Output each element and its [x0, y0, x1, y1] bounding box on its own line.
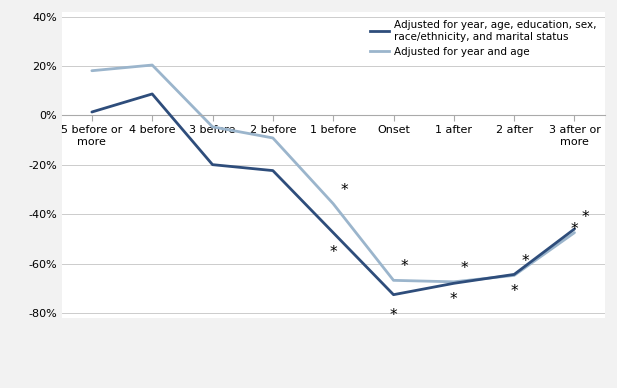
Text: *: *: [329, 245, 337, 260]
Text: *: *: [390, 308, 397, 323]
Text: *: *: [510, 284, 518, 299]
Text: *: *: [450, 292, 458, 307]
Text: *: *: [582, 210, 589, 225]
Text: *: *: [571, 222, 578, 237]
Text: *: *: [340, 182, 348, 197]
Text: *: *: [461, 261, 468, 275]
Text: *: *: [521, 254, 529, 269]
Legend: Adjusted for year, age, education, sex,
race/ethnicity, and marital status, Adju: Adjusted for year, age, education, sex, …: [366, 17, 600, 60]
Text: *: *: [400, 259, 408, 274]
